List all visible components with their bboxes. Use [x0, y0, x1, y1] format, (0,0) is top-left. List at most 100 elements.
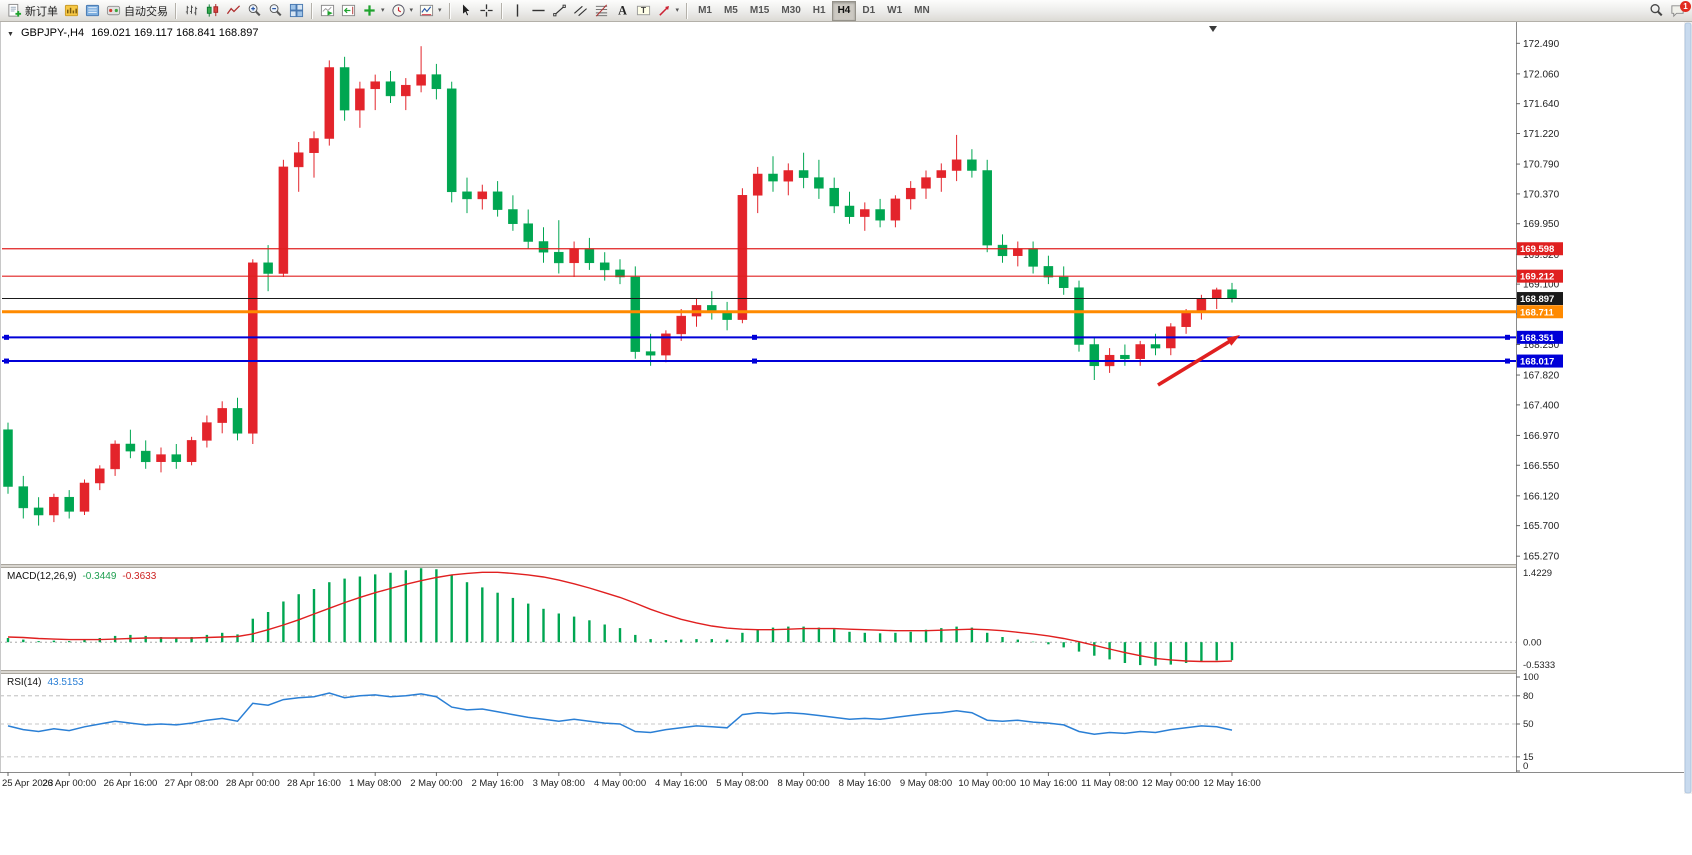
timeframe-d1-button[interactable]: D1	[856, 1, 881, 21]
svg-text:28 Apr 00:00: 28 Apr 00:00	[226, 778, 280, 789]
svg-text:165.700: 165.700	[1523, 521, 1560, 532]
vertical-scrollbar-thumb[interactable]	[1684, 22, 1692, 794]
svg-text:170.790: 170.790	[1523, 160, 1560, 171]
auto-trading-button[interactable]: 自动交易	[103, 1, 171, 21]
search-button[interactable]	[1646, 1, 1667, 21]
chart-shift-marker[interactable]	[1209, 26, 1217, 32]
fibonacci-retracement-icon	[594, 3, 609, 18]
periods-button[interactable]: ▾	[388, 1, 417, 21]
svg-text:167.400: 167.400	[1523, 400, 1560, 411]
vertical-line-icon	[510, 3, 525, 18]
chart-symbol-period: GBPJPY-,H4	[20, 27, 85, 39]
line-chart-icon	[226, 3, 241, 18]
horizontal-line-button[interactable]	[528, 1, 549, 21]
timeframe-m30-button[interactable]: M30	[775, 1, 806, 21]
timeframe-w1-button[interactable]: W1	[881, 1, 908, 21]
cursor-button[interactable]	[455, 1, 476, 21]
svg-text:50: 50	[1523, 719, 1534, 730]
horizontal-line-object[interactable]	[2, 334, 1516, 340]
line-handle[interactable]	[1505, 358, 1510, 364]
candlestick-chart-icon	[205, 3, 220, 18]
svg-text:5 May 08:00: 5 May 08:00	[716, 778, 768, 789]
trendline-button[interactable]	[549, 1, 570, 21]
timeframe-h1-button[interactable]: H1	[807, 1, 832, 21]
timeframe-m5-button[interactable]: M5	[718, 1, 744, 21]
svg-text:28 Apr 16:00: 28 Apr 16:00	[287, 778, 341, 789]
svg-text:171.640: 171.640	[1523, 99, 1560, 110]
timeframe-h4-button[interactable]: H4	[831, 0, 857, 21]
rsi-label: RSI(14) 43.5153	[7, 677, 84, 688]
svg-text:165.270: 165.270	[1523, 552, 1560, 563]
rsi-value: 43.5153	[47, 677, 84, 688]
bar-chart-icon	[184, 3, 199, 18]
data-window-icon	[85, 3, 100, 18]
line-handle[interactable]	[4, 334, 9, 340]
price-line-label: 169.212	[1517, 269, 1563, 283]
zoom-in-icon	[247, 3, 262, 18]
svg-text:169.950: 169.950	[1523, 219, 1560, 230]
auto-scroll-button[interactable]	[317, 1, 338, 21]
timeframe-m15-button[interactable]: M15	[744, 1, 775, 21]
timeframe-m1-button[interactable]: M1	[692, 1, 718, 21]
arrow-objects-button[interactable]: ▾	[654, 1, 683, 21]
chart-ohlc-values: 169.021 169.117 168.841 168.897	[91, 27, 259, 39]
main-toolbar: 新订单 自动交易 ▾ ▾ ▾ A T ▾ M1 M5 M15 M30 H1 H4 D1 W1 MN 1	[0, 0, 1692, 22]
text-button[interactable]: A	[612, 1, 633, 21]
line-handle[interactable]	[4, 358, 9, 364]
equidistant-channel-button[interactable]	[570, 1, 591, 21]
rsi-panel	[0, 692, 1516, 758]
text-label-button[interactable]: T	[633, 1, 654, 21]
svg-text:170.370: 170.370	[1523, 189, 1560, 200]
svg-text:1 May 08:00: 1 May 08:00	[349, 778, 401, 789]
macd-label: MACD(12,26,9) -0.3449 -0.3633	[7, 571, 156, 582]
vertical-line-button[interactable]	[507, 1, 528, 21]
line-handle[interactable]	[752, 334, 757, 340]
panel-splitter[interactable]	[0, 670, 1692, 674]
zoom-in-button[interactable]	[244, 1, 265, 21]
fibonacci-retracement-button[interactable]	[591, 1, 612, 21]
price-axis[interactable]: 172.490 172.060 171.640 171.220 170.790 170.3…	[1516, 22, 1692, 772]
toolbar-separator	[500, 2, 503, 19]
svg-text:3 May 08:00: 3 May 08:00	[533, 778, 585, 789]
tile-windows-button[interactable]	[286, 1, 307, 21]
trend-arrow-object[interactable]	[1157, 335, 1240, 387]
price-line-label: 168.017	[1517, 354, 1563, 368]
svg-text:171.220: 171.220	[1523, 129, 1560, 140]
chevron-down-icon: ▾	[438, 7, 442, 14]
macd-signal-value: -0.3633	[122, 571, 157, 582]
chart-collapse-icon[interactable]: ▼	[7, 31, 14, 38]
line-handle[interactable]	[752, 358, 757, 364]
panel-splitter[interactable]	[0, 564, 1692, 568]
crosshair-button[interactable]	[476, 1, 497, 21]
svg-text:168.711: 168.711	[1520, 307, 1555, 318]
zoom-out-icon	[268, 3, 283, 18]
toolbar-separator	[448, 2, 451, 19]
price-line-label: 168.351	[1517, 330, 1563, 344]
svg-text:168.250: 168.250	[1523, 340, 1560, 351]
crosshair-icon	[479, 3, 494, 18]
horizontal-line-object[interactable]	[2, 358, 1516, 364]
bar-chart-button[interactable]	[181, 1, 202, 21]
timeframe-mn-button[interactable]: MN	[908, 1, 936, 21]
line-chart-button[interactable]	[223, 1, 244, 21]
data-window-button[interactable]	[82, 1, 103, 21]
candlestick-chart-button[interactable]	[202, 1, 223, 21]
macd-main-value: -0.3449	[82, 571, 117, 582]
svg-text:10 May 16:00: 10 May 16:00	[1020, 778, 1078, 789]
market-watch-icon	[64, 3, 79, 18]
line-handle[interactable]	[1505, 334, 1510, 340]
indicators-button[interactable]: ▾	[359, 1, 388, 21]
chart-shift-button[interactable]	[338, 1, 359, 21]
templates-button[interactable]: ▾	[416, 1, 445, 21]
svg-text:12 May 16:00: 12 May 16:00	[1203, 778, 1261, 789]
chart-canvas[interactable]: 172.490 172.060 171.640 171.220 170.790 170.3…	[0, 22, 1692, 855]
auto-trading-icon	[106, 3, 121, 18]
zoom-out-button[interactable]	[265, 1, 286, 21]
notifications-button[interactable]: 1	[1667, 0, 1691, 21]
svg-text:168.897: 168.897	[1520, 294, 1554, 305]
svg-text:169.598: 169.598	[1520, 244, 1554, 255]
new-order-button[interactable]: 新订单	[4, 1, 61, 21]
market-watch-button[interactable]	[61, 1, 82, 21]
chevron-down-icon: ▾	[675, 7, 680, 14]
